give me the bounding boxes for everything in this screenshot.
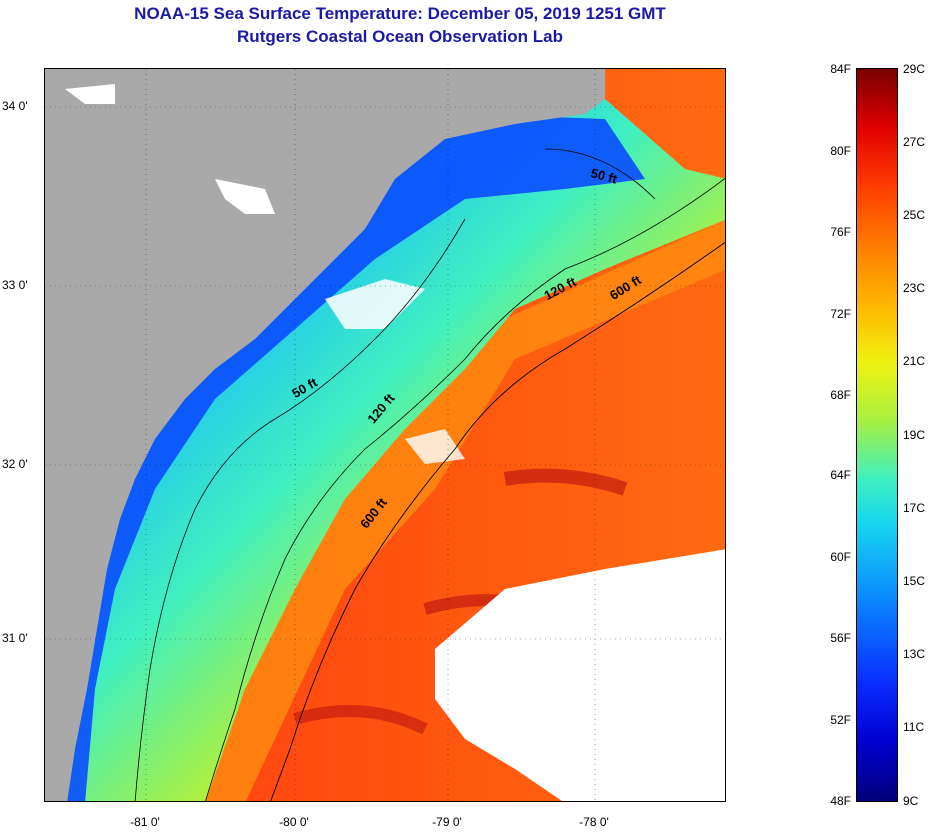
lat-label-31: 31 0' [2,631,28,645]
colorbar-f-72: 72F [830,307,851,321]
colorbar-c-21: 21C [903,354,926,368]
contour-120ft [205,177,725,801]
colorbar-c-19: 19C [903,428,926,442]
cloud-patch [65,84,115,104]
colorbar-f-48: 48F [830,794,851,808]
sst-map-canvas [45,69,725,801]
map-title: NOAA-15 Sea Surface Temperature: Decembe… [134,4,666,23]
warm-filament [293,705,428,735]
colorbar-f-60: 60F [830,550,851,564]
contour-600ft [270,241,725,801]
land [45,69,605,801]
colorbar-c-15: 15C [903,574,926,588]
colorbar-f-56: 56F [830,631,851,645]
colorbar-f-52: 52F [830,713,851,727]
temperature-colorbar [856,68,898,802]
colorbar-c-11: 11C [903,720,925,734]
colorbar-f-84: 84F [830,62,851,76]
lat-label-32: 32 0' [2,457,28,471]
colorbar-f-76: 76F [830,225,851,239]
contour-50ft [134,148,656,801]
lon-label-78: -78 0' [579,815,609,829]
colorbar-f-80: 80F [830,144,851,158]
colorbar-c-9: 9C [903,794,919,808]
cloud-patch [435,549,725,801]
sst-map: 50 ft 120 ft 600 ft 50 ft 120 ft 600 ft [44,68,726,802]
colorbar-c-27: 27C [903,135,926,149]
lon-label-79: -79 0' [432,815,462,829]
colorbar-c-29: 29C [903,62,926,76]
colorbar-c-23: 23C [903,281,926,295]
colorbar-c-13: 13C [903,647,926,661]
colorbar-c-17: 17C [903,501,926,515]
grid-lines [45,69,725,801]
colorbar-f-68: 68F [830,388,851,402]
colorbar-c-25: 25C [903,208,926,222]
warm-filament [503,468,628,496]
colorbar-f-64: 64F [830,468,851,482]
cloud-patch [325,279,425,329]
lon-label-80: -80 0' [279,815,309,829]
cloud-patch [215,179,275,214]
lat-label-34: 34 0' [2,99,28,113]
lon-label-81: -81 0' [130,815,160,829]
lat-label-33: 33 0' [2,278,28,292]
map-subtitle: Rutgers Coastal Ocean Observation Lab [237,27,563,46]
